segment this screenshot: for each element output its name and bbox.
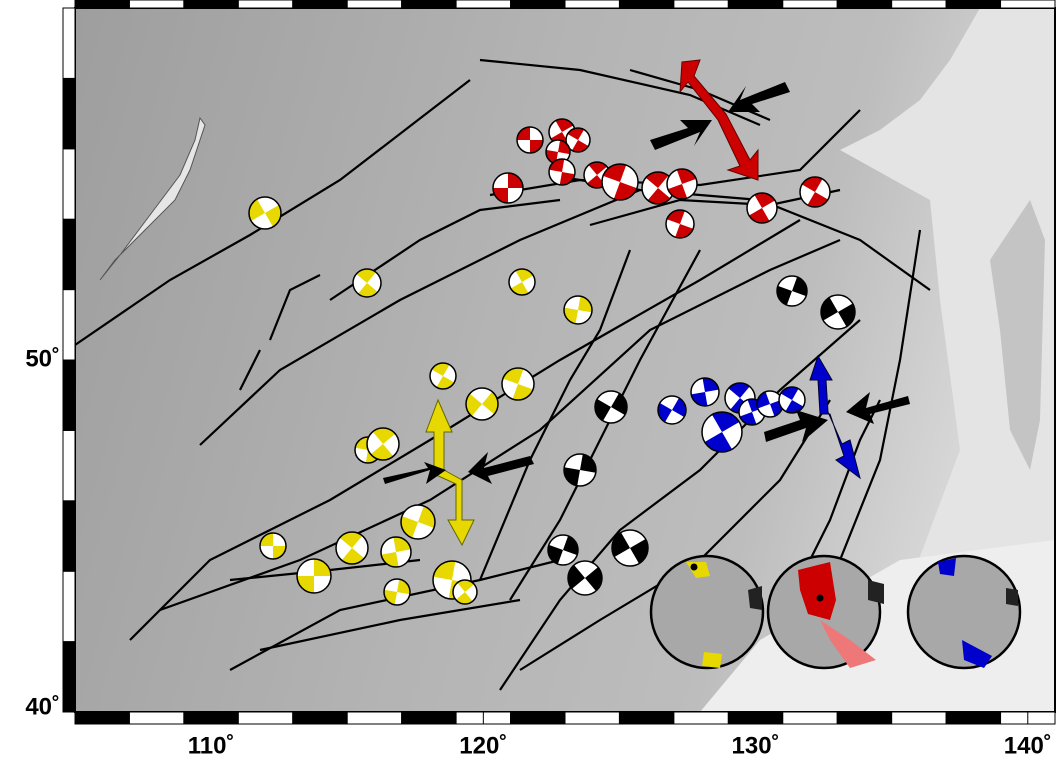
beach-ball (568, 561, 602, 595)
stress-density (868, 580, 884, 604)
beach-ball (549, 159, 575, 185)
frame-segment (565, 712, 619, 724)
stress-density (1006, 588, 1018, 606)
frame-segment (674, 712, 728, 724)
frame-segment (63, 501, 75, 571)
frame-segment (129, 712, 183, 724)
frame-segment (892, 712, 946, 724)
frame-segment (946, 0, 1000, 8)
frame-segment (63, 219, 75, 289)
frame-segment (63, 78, 75, 148)
beach-ball (249, 197, 281, 229)
frame-segment (75, 0, 129, 8)
lon-tick-label: 130˚ (732, 732, 780, 759)
frame-segment (783, 712, 837, 724)
beach-ball (777, 276, 807, 306)
stress-axis (691, 564, 698, 571)
frame-segment (184, 0, 238, 8)
beach-ball (548, 535, 578, 565)
frame-segment (837, 0, 891, 8)
lon-tick-label: 120˚ (459, 732, 507, 759)
lon-tick-label: 140˚ (1004, 732, 1052, 759)
frame-segment (238, 0, 292, 8)
beach-ball (381, 537, 411, 567)
frame-segment (75, 712, 129, 724)
beach-ball (564, 454, 596, 486)
beach-ball (502, 368, 534, 400)
frame-segment (402, 712, 456, 724)
beach-ball (367, 428, 399, 460)
frame-segment (619, 0, 673, 8)
beach-ball (612, 530, 648, 566)
frame-segment (837, 712, 891, 724)
beach-ball (493, 173, 523, 203)
beach-ball (297, 559, 331, 593)
beach-ball (821, 295, 855, 329)
stereonets (651, 556, 1020, 668)
map-area (75, 8, 1055, 712)
beach-ball (702, 412, 742, 452)
beach-ball (564, 296, 592, 324)
beach-ball (666, 210, 694, 238)
frame-segment (456, 0, 510, 8)
frame-segment (63, 149, 75, 219)
frame-segment (511, 0, 565, 8)
beach-ball (336, 532, 368, 564)
stress-axis (817, 595, 824, 602)
frame-segment (63, 8, 75, 78)
frame-segment (728, 0, 782, 8)
beach-ball (401, 505, 435, 539)
beach-ball (747, 193, 777, 223)
frame-segment (511, 712, 565, 724)
frame-segment (293, 712, 347, 724)
beach-ball (667, 169, 697, 199)
beach-ball (509, 269, 535, 295)
frame-segment (238, 712, 292, 724)
stress-density (748, 586, 762, 610)
frame-segment (129, 0, 183, 8)
frame-segment (402, 0, 456, 8)
frame-segment (1001, 0, 1055, 8)
frame-segment (63, 430, 75, 500)
frame-segment (892, 0, 946, 8)
frame-segment (783, 0, 837, 8)
beach-ball (353, 269, 381, 297)
beach-ball (779, 387, 805, 413)
map: 110˚ 120˚ 130˚ 140˚ 50˚ 40˚ (0, 0, 1058, 765)
beach-ball (453, 580, 477, 604)
frame-segment (347, 0, 401, 8)
beach-ball (517, 127, 543, 153)
frame-segment (63, 290, 75, 360)
beach-ball (800, 177, 830, 207)
lat-tick-label: 50˚ (25, 345, 60, 372)
frame-segment (63, 571, 75, 641)
lon-tick-label: 110˚ (188, 732, 235, 759)
lat-tick-label: 40˚ (25, 693, 60, 720)
beach-ball (658, 396, 686, 424)
frame-segment (619, 712, 673, 724)
beach-ball (466, 388, 498, 420)
beach-ball (595, 391, 627, 423)
beach-ball (691, 378, 719, 406)
beach-ball (430, 363, 456, 389)
beach-ball (602, 164, 638, 200)
frame-segment (946, 712, 1000, 724)
frame-segment (565, 0, 619, 8)
frame-segment (347, 712, 401, 724)
frame-segment (674, 0, 728, 8)
frame-segment (293, 0, 347, 8)
frame-segment (63, 642, 75, 712)
beach-ball (384, 579, 410, 605)
stress-density (702, 652, 722, 668)
beach-ball (260, 533, 286, 559)
frame-segment (63, 360, 75, 430)
